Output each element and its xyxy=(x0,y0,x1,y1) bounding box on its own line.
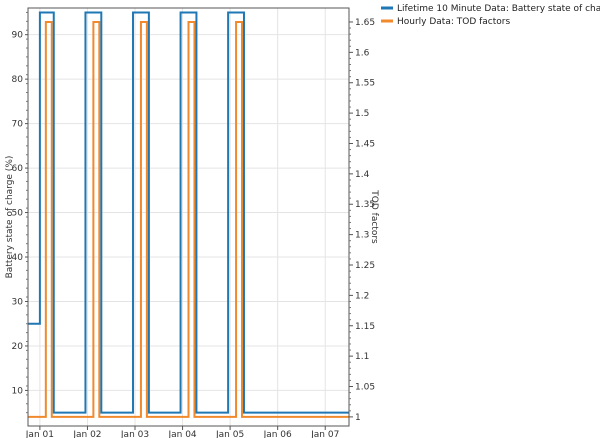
series-line-tod-factors xyxy=(28,20,349,418)
x-tick-label: Jan 04 xyxy=(167,430,196,438)
right-tick-label: 1.25 xyxy=(355,261,375,271)
legend-label: Hourly Data: TOD factors xyxy=(397,17,510,27)
series-line-battery-soc xyxy=(28,11,349,414)
series-layer xyxy=(28,11,349,418)
right-tick-label: 1.5 xyxy=(355,109,369,119)
left-tick-label: 80 xyxy=(12,75,24,85)
right-tick-label: 1.6 xyxy=(355,48,370,58)
right-tick-label: 1.1 xyxy=(355,352,369,362)
x-tick-label: Jan 01 xyxy=(25,430,54,438)
left-tick-label: 70 xyxy=(12,120,24,130)
right-axis-title: TOD factors xyxy=(369,189,379,244)
x-tick-label: Jan 07 xyxy=(310,430,339,438)
right-tick-label: 1 xyxy=(355,413,361,423)
x-axis: Jan 01 Jan 02 Jan 03 Jan 04 Jan 05 Jan 06 Jan … xyxy=(25,426,339,438)
right-tick-label: 1.35 xyxy=(355,200,375,210)
right-tick-label: 1.45 xyxy=(355,139,375,149)
left-axis-title: Battery state of charge (%) xyxy=(5,156,15,279)
left-tick-label: 20 xyxy=(12,342,24,352)
legend-label: Lifetime 10 Minute Data: Battery state o… xyxy=(397,4,600,14)
right-tick-label: 1.4 xyxy=(355,170,370,180)
right-axis: 1 1.05 1.1 1.15 1.2 1.25 1.3 1.35 1.4 1.45 1.5 1.55… xyxy=(349,18,375,423)
left-axis: 10 20 30 40 50 60 70 80 90 xyxy=(12,11,28,414)
right-tick-label: 1.05 xyxy=(355,383,375,393)
left-tick-label: 30 xyxy=(12,297,24,307)
left-tick-label: 10 xyxy=(12,386,24,396)
left-tick-label: 90 xyxy=(12,31,24,41)
x-tick-label: Jan 05 xyxy=(215,430,244,438)
left-tick-label: 50 xyxy=(12,209,24,219)
right-tick-label: 1.55 xyxy=(355,79,375,89)
x-tick-label: Jan 06 xyxy=(263,430,292,438)
left-tick-label: 60 xyxy=(12,164,24,174)
right-tick-label: 1.15 xyxy=(355,322,375,332)
left-tick-label: 40 xyxy=(12,253,24,263)
x-tick-label: Jan 02 xyxy=(72,430,101,438)
legend: Lifetime 10 Minute Data: Battery state o… xyxy=(381,4,600,27)
x-tick-label: Jan 03 xyxy=(120,430,149,438)
right-tick-label: 1.3 xyxy=(355,231,369,241)
right-tick-label: 1.65 xyxy=(355,18,375,28)
right-tick-label: 1.2 xyxy=(355,291,369,301)
